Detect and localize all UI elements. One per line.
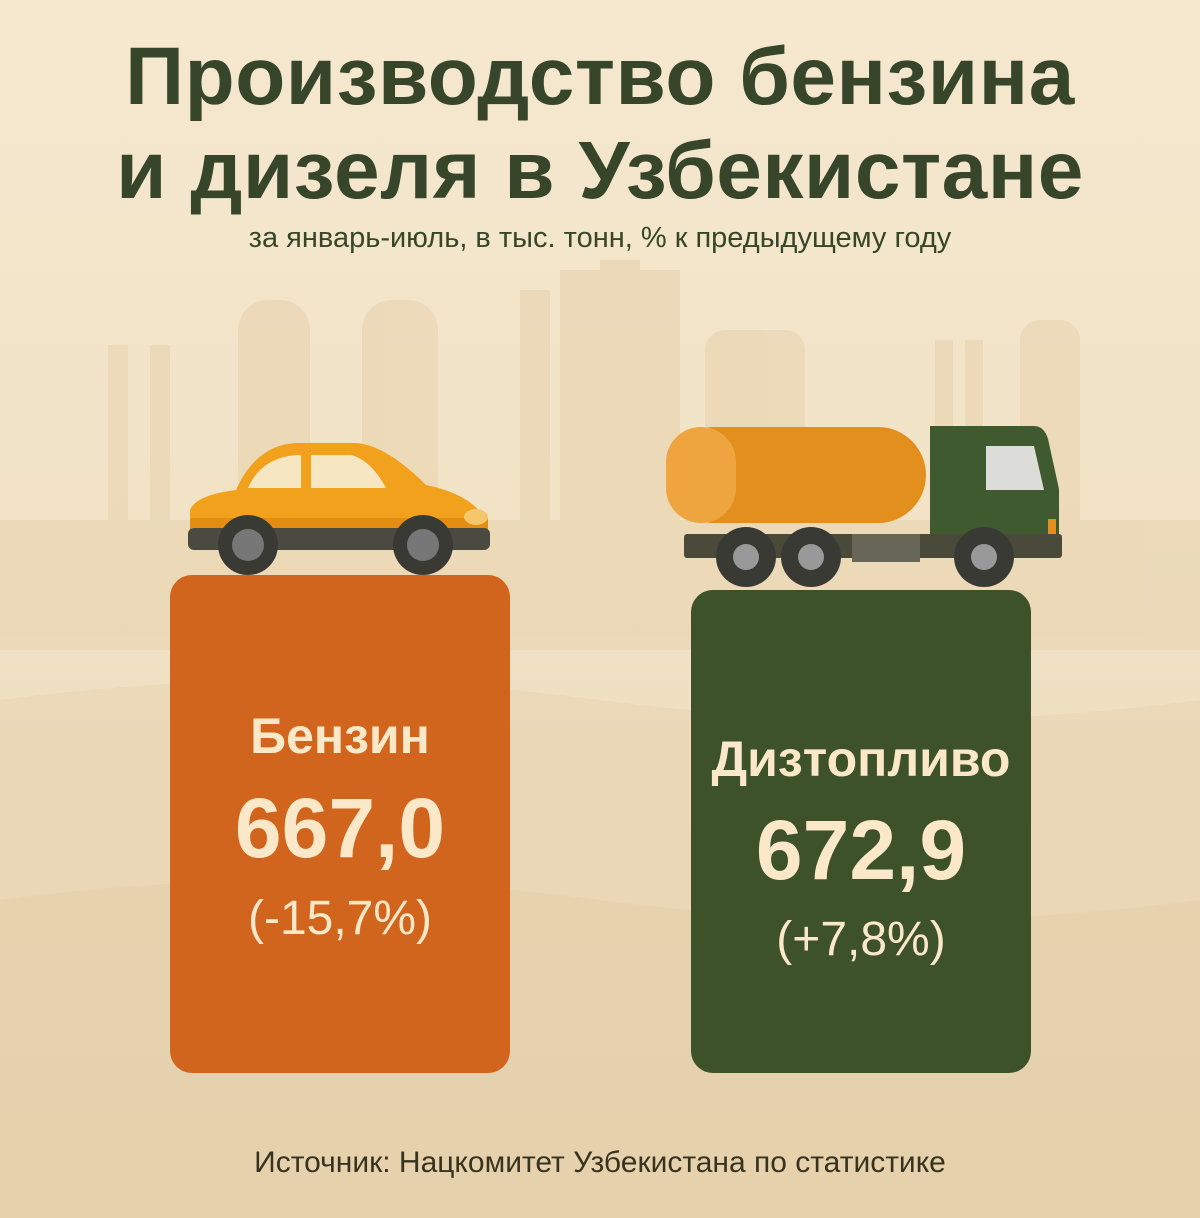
title-line-2: и дизеля в Узбекистане	[116, 125, 1084, 216]
title-line-1: Производство бензина	[125, 31, 1075, 122]
diesel-card: Дизтопливо 672,9 (+7,8%)	[691, 590, 1031, 1073]
gasoline-value: 667,0	[234, 781, 446, 875]
subtitle: за январь-июль, в тыс. тонн, % к предыду…	[248, 222, 952, 254]
diesel-value: 672,9	[755, 803, 967, 897]
diesel-change: (+7,8%)	[776, 913, 946, 966]
car-icon	[188, 443, 490, 575]
gasoline-card: Бензин 667,0 (-15,7%)	[170, 575, 510, 1073]
gasoline-change: (-15,7%)	[247, 892, 433, 945]
diesel-label: Дизтопливо	[711, 731, 1011, 787]
tanker-truck-icon	[666, 426, 1062, 587]
page-title: Производство бензина и дизеля в Узбекист…	[0, 30, 1200, 218]
gasoline-label: Бензин	[250, 708, 430, 764]
source-note: Источник: Нацкомитет Узбекистана по стат…	[254, 1146, 946, 1179]
